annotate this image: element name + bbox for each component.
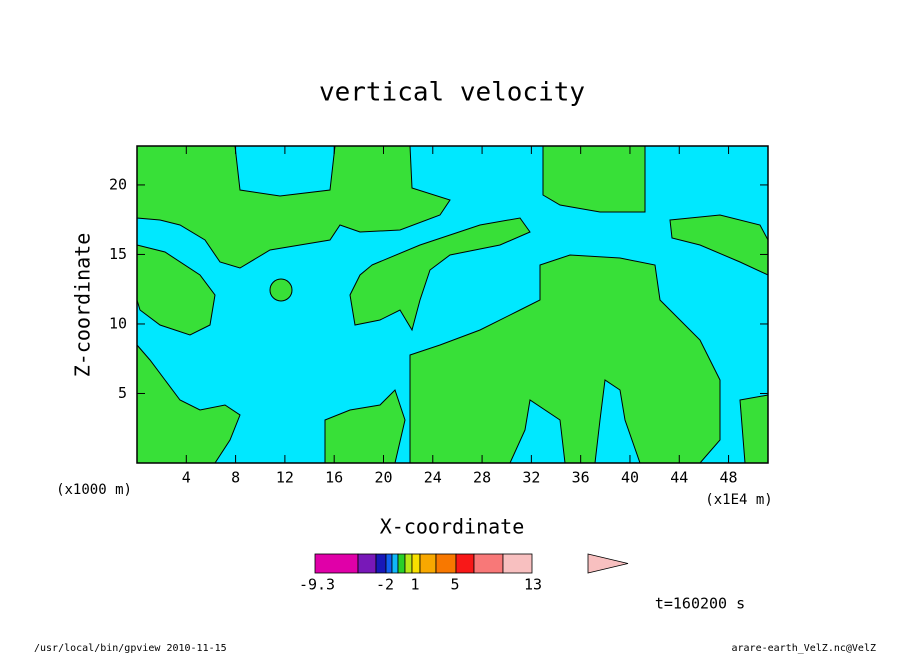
colorbar-segment <box>391 553 399 574</box>
x-tick-label: 24 <box>424 469 442 487</box>
contour-region <box>269 278 293 302</box>
chart-title: vertical velocity <box>319 78 585 108</box>
colorbar-label: -2 <box>376 576 394 594</box>
colorbar-label: 5 <box>450 576 459 594</box>
colorbar-segment <box>385 553 393 574</box>
colorbar-label: 1 <box>410 576 419 594</box>
x-tick-label: 20 <box>374 469 392 487</box>
x-tick-label: 8 <box>231 469 240 487</box>
y-tick-label: 20 <box>109 175 127 193</box>
x-tick-label: 4 <box>182 469 191 487</box>
x-tick-label: 12 <box>276 469 294 487</box>
colorbar-segment <box>375 553 387 574</box>
x-tick-label: 36 <box>572 469 590 487</box>
colorbar-segment <box>502 553 533 574</box>
contour-region <box>136 145 451 269</box>
colorbar-label: -9.3 <box>299 576 335 594</box>
colorbar-label: 13 <box>524 576 542 594</box>
contour-region <box>542 145 646 213</box>
colorbar-segment <box>397 553 406 574</box>
y-tick-label: 5 <box>118 384 127 402</box>
y-tick-label: 15 <box>109 245 127 263</box>
x-tick-label: 16 <box>325 469 343 487</box>
y-unit: (x1000 m) <box>56 482 132 498</box>
colorbar-segment <box>435 553 457 574</box>
contour-region <box>349 217 531 332</box>
contour-field <box>136 145 769 464</box>
plot-frame <box>136 145 769 464</box>
colorbar-segment <box>404 553 413 574</box>
x-tick-label: 40 <box>621 469 639 487</box>
x-tick-label: 44 <box>670 469 688 487</box>
colorbar-segment <box>411 553 421 574</box>
x-tick-label: 28 <box>473 469 491 487</box>
x-axis-title: X-coordinate <box>380 515 525 539</box>
colorbar-segment <box>419 553 437 574</box>
y-tick-label: 10 <box>109 314 127 332</box>
colorbar-extension <box>587 553 629 574</box>
contour-region <box>739 394 769 464</box>
colorbar-segment <box>357 553 377 574</box>
footer-right: arare-earth_VelZ.nc@VelZ <box>732 643 877 654</box>
x-tick-label: 32 <box>522 469 540 487</box>
contour-region <box>136 244 216 336</box>
y-axis-title: Z-coordinate <box>71 233 95 378</box>
colorbar-segment <box>455 553 475 574</box>
colorbar-segment <box>473 553 504 574</box>
colorbar-segment <box>314 553 359 574</box>
footer-left: /usr/local/bin/gpview 2010-11-15 <box>34 643 227 654</box>
colorbar: -9.3 -2 1 5 13 <box>299 553 629 594</box>
x-tick-label: 48 <box>720 469 738 487</box>
x-unit: (x1E4 m) <box>705 492 772 508</box>
time-note: t=160200 s <box>655 595 745 613</box>
